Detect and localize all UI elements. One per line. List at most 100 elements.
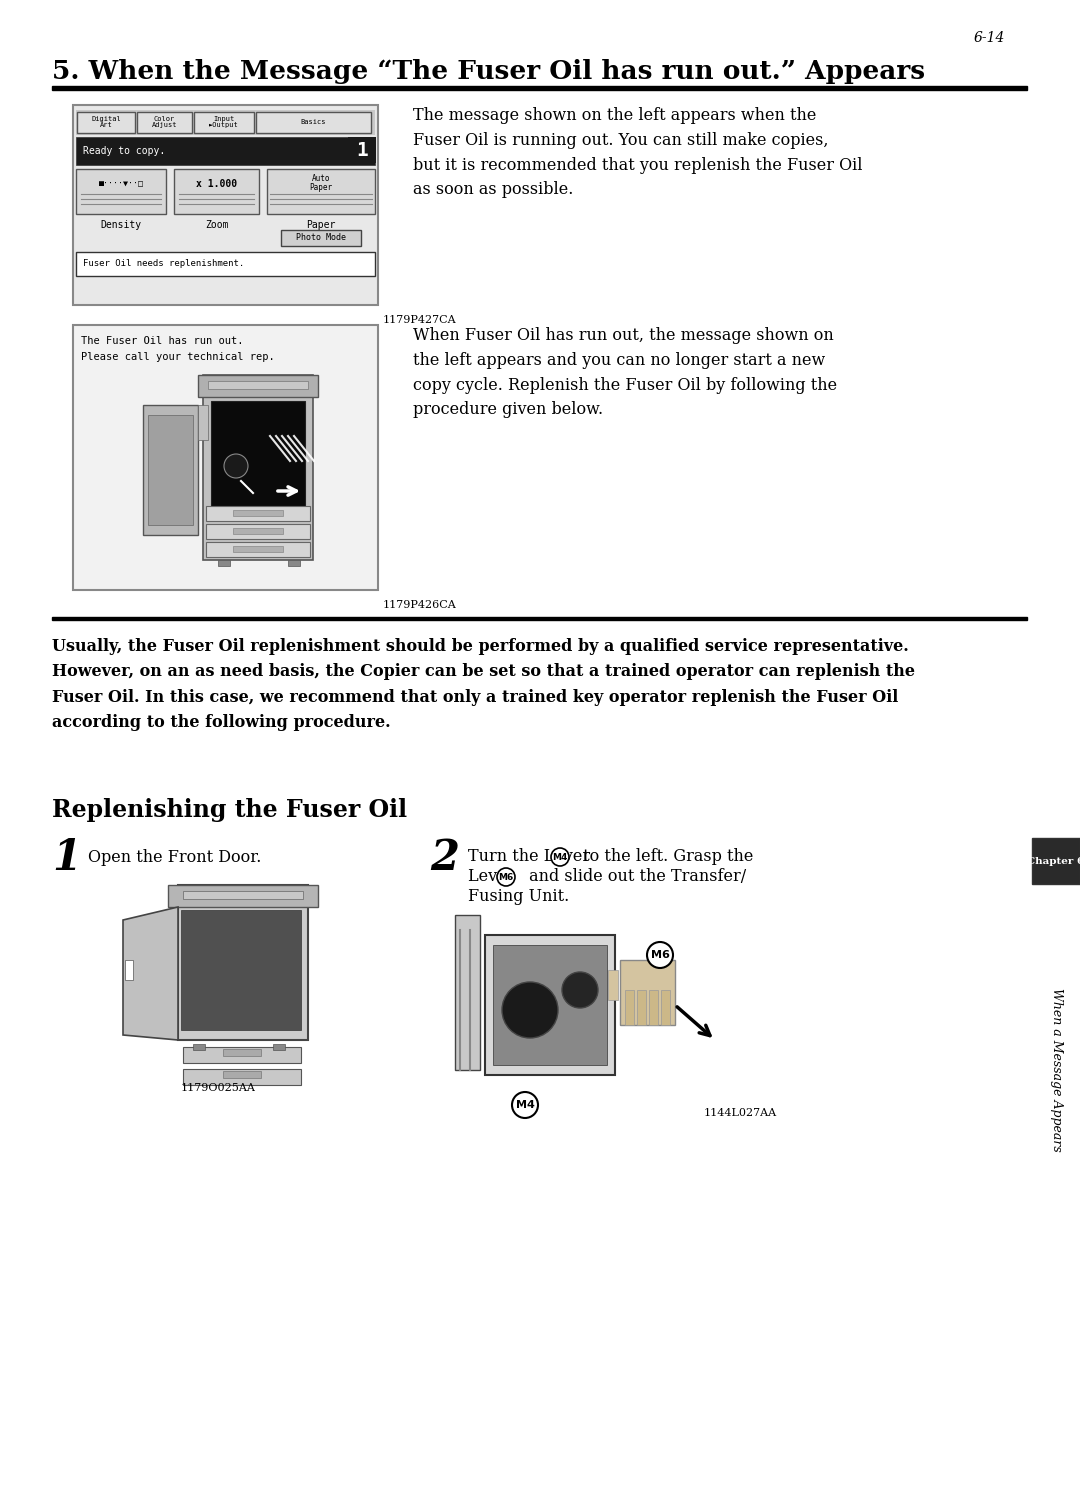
- Text: Replenishing the Fuser Oil: Replenishing the Fuser Oil: [52, 797, 407, 823]
- Bar: [52, 86, 1027, 91]
- Bar: [233, 529, 283, 535]
- Bar: [649, 990, 658, 1025]
- Bar: [183, 1069, 301, 1086]
- Text: M6: M6: [650, 950, 670, 959]
- Text: 6-14: 6-14: [974, 31, 1005, 45]
- Bar: [206, 524, 310, 539]
- Bar: [485, 936, 615, 1075]
- Bar: [1032, 838, 1080, 884]
- Bar: [178, 885, 308, 1040]
- Text: 5. When the Message “The Fuser Oil has run out.” Appears: 5. When the Message “The Fuser Oil has r…: [52, 59, 926, 85]
- Text: Basics: Basics: [300, 119, 326, 125]
- Text: Usually, the Fuser Oil replenishment should be performed by a qualified service : Usually, the Fuser Oil replenishment sho…: [52, 639, 915, 731]
- Text: M4: M4: [515, 1100, 535, 1109]
- Text: When Fuser Oil has run out, the message shown on
the left appears and you can no: When Fuser Oil has run out, the message …: [413, 327, 837, 419]
- Text: Open the Front Door.: Open the Front Door.: [87, 849, 261, 867]
- Text: 2: 2: [430, 838, 459, 879]
- Bar: [183, 1047, 301, 1063]
- Bar: [148, 414, 193, 526]
- Circle shape: [497, 869, 515, 887]
- Bar: [348, 137, 376, 163]
- Bar: [76, 110, 375, 135]
- Bar: [198, 376, 318, 396]
- Text: M4: M4: [552, 852, 568, 861]
- Text: When a Message Appears: When a Message Appears: [1050, 988, 1063, 1152]
- Bar: [208, 382, 308, 389]
- Bar: [637, 990, 646, 1025]
- Text: The message shown on the left appears when the
Fuser Oil is running out. You can: The message shown on the left appears wh…: [413, 107, 863, 199]
- Bar: [76, 137, 375, 165]
- Bar: [206, 542, 310, 557]
- Bar: [76, 252, 375, 276]
- Bar: [198, 405, 208, 440]
- Bar: [281, 230, 361, 247]
- Bar: [233, 546, 283, 552]
- Text: ■····▼··□: ■····▼··□: [98, 180, 144, 189]
- Text: and slide out the Transfer/: and slide out the Transfer/: [524, 869, 746, 885]
- Bar: [194, 111, 254, 134]
- Bar: [256, 111, 372, 134]
- Text: 1179O025AA: 1179O025AA: [180, 1083, 256, 1093]
- Bar: [211, 401, 305, 515]
- Bar: [608, 970, 618, 999]
- Bar: [492, 944, 607, 1065]
- Bar: [174, 169, 259, 214]
- Text: Digital
Art: Digital Art: [91, 116, 121, 128]
- Bar: [143, 405, 198, 535]
- Bar: [455, 915, 480, 1071]
- Bar: [137, 111, 192, 134]
- Text: to the left. Grasp the: to the left. Grasp the: [578, 848, 754, 864]
- Bar: [52, 616, 1027, 621]
- Bar: [73, 325, 378, 590]
- Text: Input
►Output: Input ►Output: [210, 116, 239, 128]
- Bar: [168, 885, 318, 907]
- Polygon shape: [123, 907, 178, 1040]
- Circle shape: [224, 454, 248, 478]
- Bar: [288, 560, 300, 566]
- Bar: [203, 376, 313, 560]
- Bar: [661, 990, 670, 1025]
- Bar: [73, 105, 378, 304]
- Bar: [222, 1071, 261, 1078]
- Text: Density: Density: [100, 220, 141, 230]
- Text: Ready to copy.: Ready to copy.: [83, 146, 165, 156]
- Text: 1179P427CA: 1179P427CA: [383, 315, 457, 325]
- Text: Color
Adjust: Color Adjust: [152, 116, 177, 128]
- Bar: [76, 169, 166, 214]
- Text: Auto
Paper: Auto Paper: [310, 174, 333, 193]
- Circle shape: [551, 848, 569, 866]
- Text: 1144L027AA: 1144L027AA: [703, 1108, 777, 1118]
- Bar: [183, 891, 303, 898]
- Bar: [206, 506, 310, 521]
- Text: Zoom: Zoom: [205, 220, 228, 230]
- Text: Paper: Paper: [307, 220, 336, 230]
- Bar: [273, 1044, 285, 1050]
- Bar: [267, 169, 375, 214]
- Bar: [77, 111, 135, 134]
- Circle shape: [502, 982, 558, 1038]
- Bar: [222, 1048, 261, 1056]
- Text: Lever: Lever: [468, 869, 519, 885]
- Text: Photo Mode: Photo Mode: [296, 233, 346, 242]
- Circle shape: [562, 973, 598, 1008]
- Circle shape: [647, 941, 673, 968]
- Text: Fuser Oil needs replenishment.: Fuser Oil needs replenishment.: [83, 260, 244, 269]
- Text: 1179P426CA: 1179P426CA: [383, 600, 457, 610]
- Text: M6: M6: [498, 873, 514, 882]
- Text: Chapter 6: Chapter 6: [1027, 857, 1080, 866]
- Bar: [125, 959, 133, 980]
- Bar: [181, 910, 301, 1031]
- Bar: [620, 959, 675, 1025]
- Text: Fusing Unit.: Fusing Unit.: [468, 888, 569, 904]
- Bar: [193, 1044, 205, 1050]
- Circle shape: [512, 1091, 538, 1118]
- Text: 1: 1: [356, 141, 368, 160]
- Text: Turn the Lever: Turn the Lever: [468, 848, 595, 864]
- Bar: [625, 990, 634, 1025]
- Text: x 1.000: x 1.000: [195, 180, 238, 189]
- Bar: [233, 509, 283, 515]
- Text: 1: 1: [52, 838, 81, 879]
- Bar: [218, 560, 230, 566]
- Text: Please call your technical rep.: Please call your technical rep.: [81, 352, 274, 362]
- Text: The Fuser Oil has run out.: The Fuser Oil has run out.: [81, 336, 243, 346]
